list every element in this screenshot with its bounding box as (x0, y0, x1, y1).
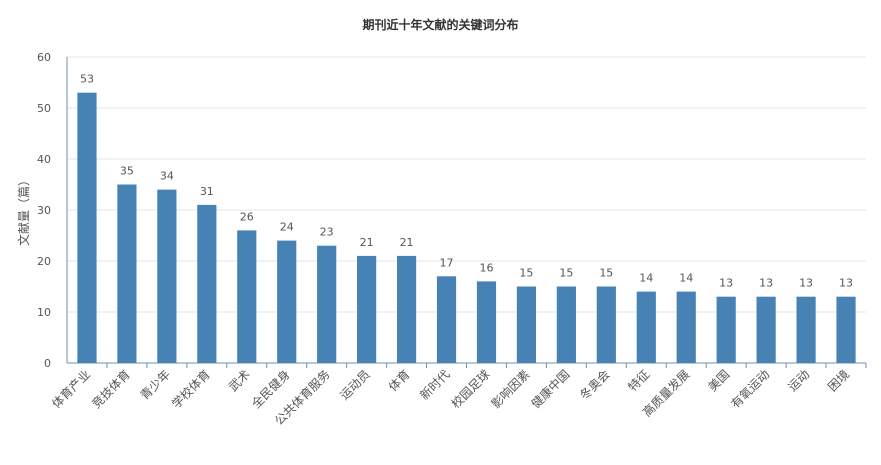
chart-title: 期刊近十年文献的关键词分布 (362, 18, 519, 32)
bar (277, 240, 297, 363)
data-label: 14 (639, 272, 653, 285)
x-tick-label: 体育产业 (49, 367, 94, 412)
x-tick-label: 武术 (226, 367, 253, 394)
bar (836, 296, 856, 363)
x-tick-label: 健康中国 (528, 367, 573, 412)
data-label: 31 (200, 185, 214, 198)
bar (676, 291, 696, 363)
x-tick-label: 青少年 (138, 367, 173, 402)
bar (357, 255, 377, 363)
bar (197, 204, 217, 363)
x-tick-label: 影响因素 (488, 367, 533, 412)
bar (476, 281, 497, 363)
data-label: 13 (799, 277, 813, 290)
data-label: 13 (839, 277, 853, 290)
y-tick-label: 10 (37, 306, 51, 319)
data-label: 24 (280, 221, 294, 234)
data-label: 14 (679, 272, 693, 285)
bar (237, 230, 257, 363)
x-tick-label: 学校体育 (168, 367, 213, 412)
y-tick-label: 0 (44, 357, 51, 370)
data-label: 26 (240, 210, 254, 223)
bar (396, 255, 417, 363)
data-label: 15 (519, 267, 533, 280)
bar (596, 286, 616, 363)
data-label: 21 (400, 236, 414, 249)
x-tick-label: 特征 (625, 367, 653, 395)
x-tick-label: 美国 (705, 367, 732, 394)
x-tick-label: 有氧运动 (728, 367, 772, 411)
bar (117, 184, 137, 363)
bar (796, 296, 816, 363)
bar (756, 296, 776, 363)
bar (716, 296, 736, 363)
bar (77, 92, 97, 363)
data-label: 15 (559, 267, 573, 280)
data-label: 13 (719, 277, 733, 290)
data-label: 15 (599, 267, 613, 280)
data-label: 13 (759, 277, 773, 290)
y-tick-label: 50 (37, 102, 51, 115)
x-tick-label: 冬奥会 (576, 367, 612, 403)
y-axis-label: 文献量（篇） (16, 174, 31, 246)
bar (317, 245, 337, 363)
x-tick-label: 竞技体育 (88, 367, 133, 412)
data-label: 21 (360, 236, 374, 249)
x-tick-label: 运动 (785, 367, 812, 394)
data-label: 16 (479, 261, 493, 274)
data-label: 34 (160, 170, 174, 183)
data-label: 35 (120, 165, 134, 178)
data-label: 17 (440, 256, 454, 269)
y-tick-label: 20 (37, 255, 51, 268)
y-tick-label: 30 (37, 204, 51, 217)
x-tick-label: 校园足球 (448, 367, 493, 412)
bar (636, 291, 656, 363)
data-label: 53 (80, 73, 94, 86)
bar (157, 189, 177, 363)
bar (436, 276, 457, 363)
x-tick-label: 体育 (385, 367, 413, 395)
x-tick-label: 运动员 (337, 367, 372, 402)
x-tick-label: 新时代 (417, 367, 453, 403)
x-tick-label: 困境 (825, 367, 853, 395)
y-tick-label: 60 (37, 51, 51, 64)
y-tick-label: 40 (37, 153, 51, 166)
bar (556, 286, 576, 363)
bar (516, 286, 537, 363)
data-label: 23 (320, 226, 334, 239)
